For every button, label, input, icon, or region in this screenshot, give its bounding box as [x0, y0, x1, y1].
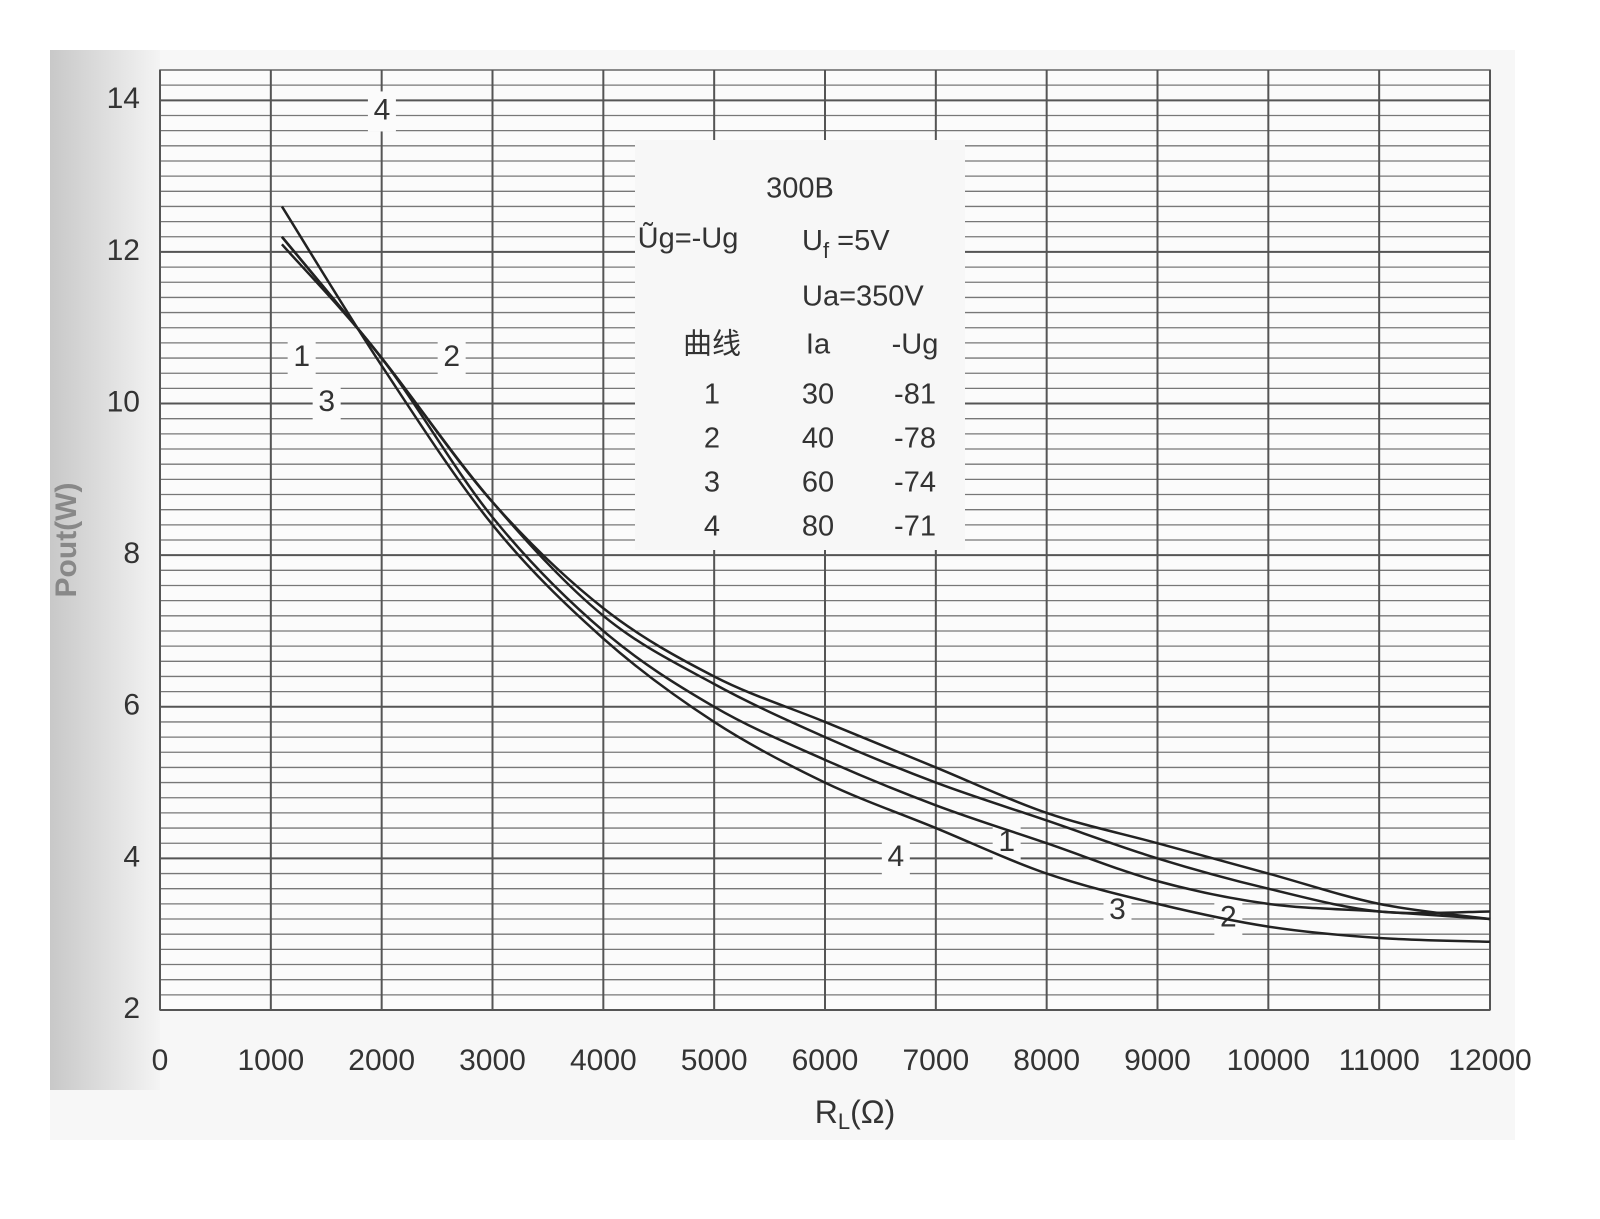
y-tick-label: 14: [107, 82, 140, 115]
x-axis-label: RL(Ω): [815, 1094, 896, 1133]
info-condition: Ũg=-Ug: [638, 221, 739, 255]
x-tick-label: 10000: [1227, 1044, 1310, 1077]
x-tick-label: 11000: [1339, 1044, 1420, 1077]
info-cell: 30: [802, 379, 834, 411]
curve-label: 4: [374, 93, 391, 126]
uf-sub: f: [823, 238, 830, 263]
page-edge: [50, 50, 160, 1090]
curve: [280, 205, 1491, 944]
info-cell: 40: [802, 423, 834, 455]
x-tick-label: 2000: [348, 1044, 415, 1077]
curve-label-bg: [1103, 891, 1132, 932]
info-cell: 4: [704, 511, 720, 543]
curve-label: 1: [998, 825, 1015, 858]
x-tick-label: 7000: [902, 1044, 969, 1077]
info-cell: 60: [802, 467, 834, 499]
x-tick-label: 8000: [1013, 1044, 1080, 1077]
curve: [280, 235, 1491, 915]
info-box: [635, 140, 965, 550]
x-label-rest: (Ω): [850, 1094, 895, 1130]
info-table: 300B Ũg=-Ug Uf =5V Ua=350V 曲线 Ia -Ug 1 30 -81 2 40 -…: [638, 173, 939, 543]
y-axis-label: Pout(W): [50, 483, 83, 598]
curve-label: 3: [1109, 893, 1126, 926]
x-label-base: R: [815, 1094, 838, 1130]
curve-label-bg: [881, 838, 910, 879]
x-tick-label: 4000: [570, 1044, 637, 1077]
info-column: Ia: [806, 329, 831, 361]
x-tick-label: 5000: [681, 1044, 748, 1077]
x-label-sub: L: [838, 1109, 850, 1134]
curve-label-bg: [367, 91, 396, 132]
curve-label-bg: [437, 338, 466, 379]
info-cell: -81: [894, 379, 936, 411]
y-tick-label: 6: [123, 689, 140, 722]
curve-label: 4: [887, 840, 904, 873]
y-tick-label: 10: [107, 385, 140, 418]
info-cell: 80: [802, 511, 834, 543]
info-cell: 3: [704, 467, 720, 499]
info-cell: 2: [704, 423, 720, 455]
x-tick-label: 1000: [237, 1044, 304, 1077]
info-cell: -78: [894, 423, 936, 455]
x-tick-label: 0: [152, 1044, 169, 1077]
x-tick-label: 3000: [459, 1044, 526, 1077]
info-cell: -71: [894, 511, 936, 543]
uf-base: U: [802, 225, 823, 257]
curve-label-bg: [287, 338, 316, 379]
curve: [280, 243, 1491, 921]
info-ua: Ua=350V: [802, 281, 924, 313]
info-column: -Ug: [892, 329, 939, 361]
info-cell: -74: [894, 467, 936, 499]
y-tick-label: 2: [123, 992, 140, 1025]
uf-rest: =5V: [829, 225, 890, 257]
x-tick-label: 9000: [1124, 1044, 1191, 1077]
info-cell: 1: [704, 379, 720, 411]
curve-label: 3: [318, 385, 335, 418]
curve-label-bg: [312, 383, 341, 424]
curve-label: 2: [1220, 901, 1237, 934]
info-column: 曲线: [683, 328, 741, 361]
marks: 1 1 2 2 3 3 4 4: [280, 91, 1491, 944]
curve-label: 1: [293, 340, 310, 373]
y-tick-label: 4: [123, 840, 140, 873]
y-tick-label: 12: [107, 234, 140, 267]
curve-label: 2: [443, 340, 460, 373]
x-tick-label: 6000: [792, 1044, 859, 1077]
y-tick-label: 8: [123, 537, 140, 570]
info-uf: Uf =5V: [802, 225, 890, 263]
info-title: 300B: [766, 173, 834, 205]
x-tick-label: 12000: [1448, 1044, 1531, 1077]
